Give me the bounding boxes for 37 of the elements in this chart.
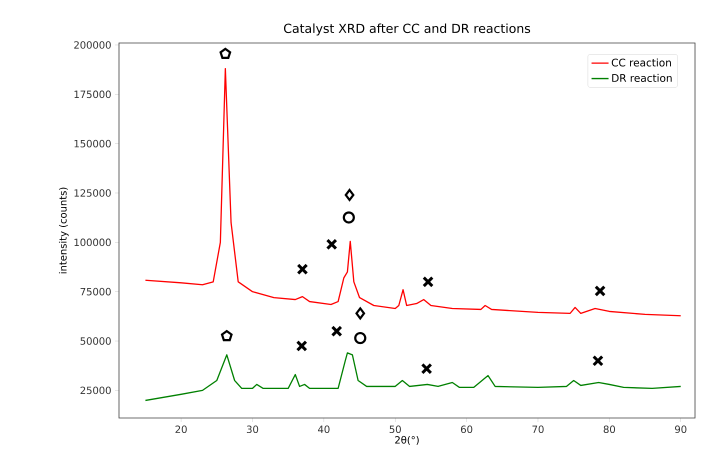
legend-label: DR reaction	[612, 74, 672, 82]
y-tick-label: 100000	[74, 238, 111, 246]
point	[330, 325, 342, 337]
x-axis-title: 2θ(°)	[395, 436, 419, 445]
x-tick-label: 60	[460, 426, 472, 434]
point	[342, 211, 355, 224]
x-tick-label: 20	[175, 426, 187, 434]
x-tick-label: 30	[246, 426, 258, 434]
point	[296, 263, 308, 275]
point	[326, 238, 338, 250]
x-tick-label: 70	[532, 426, 544, 434]
y-tick-label: 75000	[80, 288, 111, 296]
y-tick-label: 25000	[80, 386, 111, 394]
point	[594, 285, 606, 297]
x-tick-label: 80	[604, 426, 616, 434]
x-tick-label: 50	[390, 426, 401, 434]
x-tick-label: 90	[675, 426, 686, 434]
x-tick-label: 40	[318, 426, 330, 434]
line-series	[144, 68, 682, 316]
point	[220, 330, 233, 342]
point	[344, 188, 354, 202]
point	[420, 362, 432, 374]
y-tick-label: 50000	[80, 337, 111, 345]
line-series	[144, 352, 682, 402]
y-tick-label: 125000	[74, 189, 111, 197]
point	[296, 340, 308, 352]
point	[592, 355, 604, 366]
y-axis-title: intensity (counts)	[58, 188, 69, 274]
y-tick-label: 200000	[74, 41, 111, 49]
point	[220, 48, 232, 59]
legend-label: CC reaction	[612, 58, 671, 67]
y-tick-label: 175000	[74, 90, 111, 98]
chart-title: Catalyst XRD after CC and DR reactions	[284, 23, 530, 36]
y-tick-label: 150000	[74, 140, 111, 148]
point	[422, 276, 434, 288]
point	[355, 307, 366, 320]
point	[354, 332, 366, 344]
